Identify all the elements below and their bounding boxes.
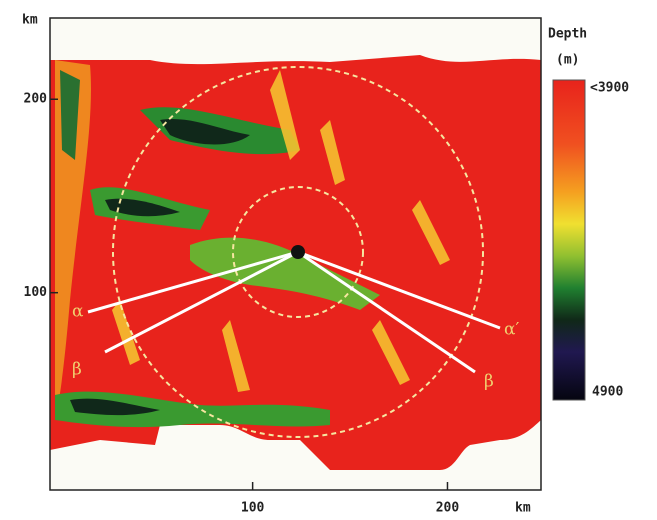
annotation: α′ — [504, 320, 519, 340]
plot-frame — [49, 17, 542, 491]
x-tick-label: 100 — [241, 501, 265, 516]
x-axis-label: km — [515, 501, 531, 516]
x-tick-label: 200 — [436, 501, 460, 516]
annotation: β — [484, 372, 494, 392]
annotation: β — [72, 360, 82, 380]
annotation: α — [72, 302, 84, 322]
colorbar-title: Depth — [548, 27, 587, 42]
colorbar-unit: (m) — [556, 53, 579, 68]
y-tick-label: 200 — [24, 92, 48, 107]
colorbar — [552, 79, 586, 401]
y-tick-label: 100 — [24, 285, 48, 300]
depth-map — [50, 18, 541, 490]
colorbar-label: 4900 — [592, 385, 623, 400]
colorbar-label: <3900 — [590, 81, 629, 96]
y-axis-label: km — [22, 13, 38, 28]
